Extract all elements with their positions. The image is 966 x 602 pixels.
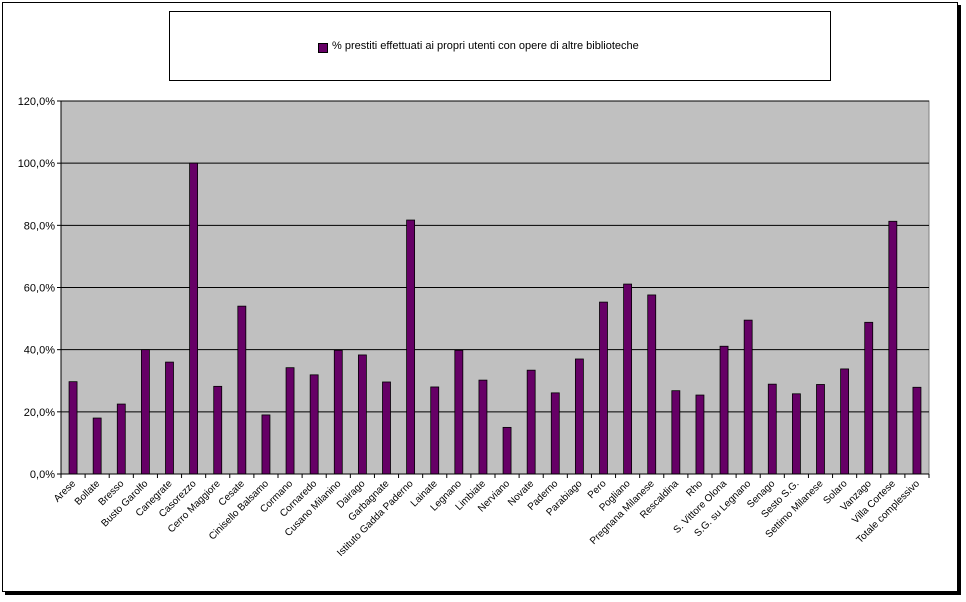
y-tick-label: 80,0%: [24, 220, 55, 232]
bar: [454, 349, 464, 475]
bar: [309, 374, 319, 475]
bar: [888, 220, 898, 475]
bar: [791, 393, 801, 475]
bar: [68, 381, 78, 475]
y-tick-label: 0,0%: [30, 469, 55, 481]
y-tick-labels: 0,0% 20,0% 40,0% 60,0% 80,0% 100,0% 120,0%: [18, 96, 61, 481]
bar: [92, 417, 102, 475]
bar: [165, 361, 174, 475]
bar: [116, 403, 126, 475]
bar: [647, 294, 657, 475]
bar: [526, 369, 536, 475]
bar: [623, 283, 633, 475]
bar: [382, 381, 391, 475]
bar: [719, 345, 729, 475]
bars: [68, 162, 922, 475]
y-tick-label: 120,0%: [18, 96, 56, 108]
bar: [478, 379, 488, 475]
bar: [695, 394, 705, 475]
bar: [840, 368, 850, 475]
bar: [213, 385, 223, 475]
y-tick-label: 100,0%: [18, 158, 56, 170]
bar: [550, 392, 560, 475]
bar: [864, 321, 874, 475]
bar: [912, 386, 922, 475]
bar: [502, 426, 512, 475]
legend-swatch: [318, 43, 328, 53]
bar: [599, 301, 608, 475]
bar: [743, 319, 753, 475]
x-tick-label: Rho: [684, 478, 705, 499]
legend-label: % prestiti effettuati ai propri utenti c…: [332, 40, 639, 52]
y-tick-label: 60,0%: [24, 283, 55, 295]
bar: [140, 349, 150, 475]
bar: [430, 386, 440, 475]
bar: [671, 390, 681, 475]
bar: [406, 219, 416, 475]
legend: % prestiti effettuati ai propri utenti c…: [169, 11, 831, 81]
bar: [816, 384, 825, 475]
bar: [237, 305, 247, 475]
bar: [357, 354, 367, 475]
bar: [333, 349, 343, 475]
bar: [767, 383, 777, 475]
y-tick-label: 20,0%: [24, 407, 55, 419]
bar: [189, 162, 199, 475]
bar: [261, 414, 271, 475]
bar: [285, 367, 295, 475]
bar: [574, 358, 584, 475]
y-tick-label: 40,0%: [24, 345, 55, 357]
